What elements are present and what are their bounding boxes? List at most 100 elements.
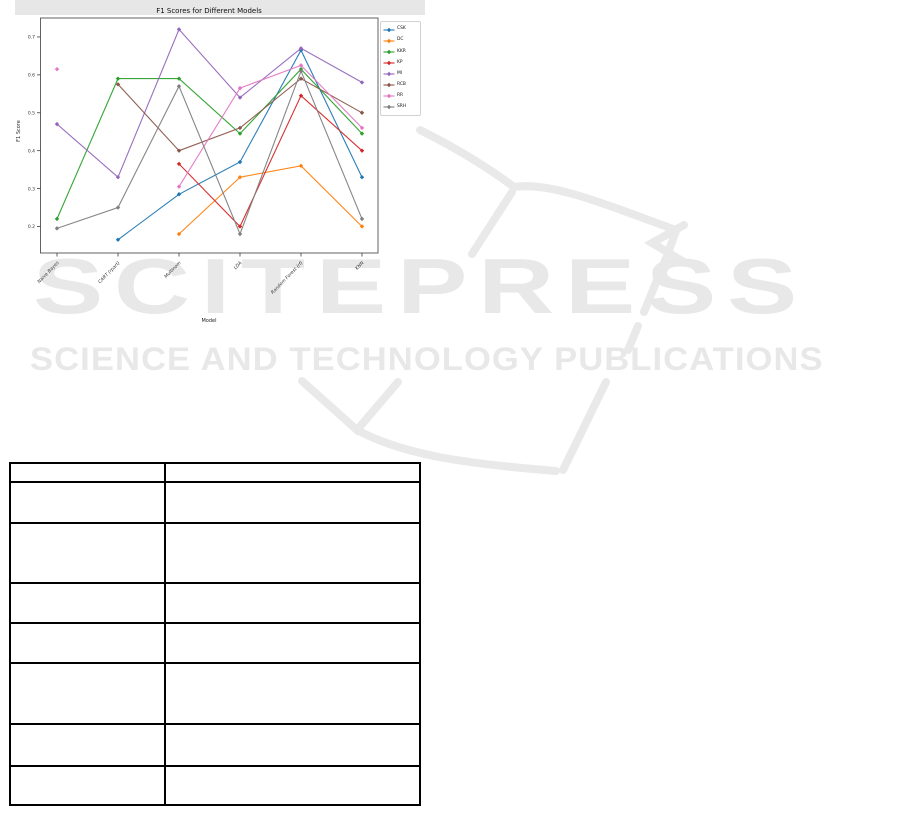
chart-legend: CSK DC KKR KP MI RCB RR SRH bbox=[380, 21, 421, 116]
series-MI-marker bbox=[298, 46, 304, 51]
series-RCB-marker bbox=[115, 82, 121, 87]
table-cell bbox=[164, 522, 421, 584]
x-tick-label: CART (rpart) bbox=[97, 260, 121, 285]
series-DC-marker bbox=[359, 224, 365, 229]
series-KKR-marker bbox=[54, 216, 60, 222]
legend-entry-RR: RR bbox=[383, 91, 418, 101]
table-cell bbox=[164, 662, 421, 725]
series-KKR-line bbox=[56, 68, 363, 220]
legend-marker-icon bbox=[383, 49, 395, 55]
legend-label: CSK bbox=[397, 26, 406, 32]
series-KP-marker bbox=[176, 161, 182, 167]
series-RCB-marker bbox=[176, 148, 182, 153]
legend-label: RCB bbox=[397, 81, 406, 87]
table-cell bbox=[9, 481, 166, 524]
series-SRH-line bbox=[56, 69, 363, 236]
series-KP-marker bbox=[359, 148, 365, 153]
series-SRH-marker bbox=[237, 231, 243, 237]
table-row bbox=[9, 723, 421, 767]
series-SRH-marker bbox=[176, 84, 182, 89]
series-CSK-marker bbox=[359, 174, 365, 180]
table-row bbox=[9, 481, 421, 524]
y-tick-label: 0.2 bbox=[28, 224, 35, 230]
series-RR-marker bbox=[237, 85, 243, 91]
legend-label: RR bbox=[397, 93, 404, 99]
series-MI-line bbox=[56, 28, 363, 179]
series-KKR-marker bbox=[176, 76, 182, 81]
y-tick-label: 0.4 bbox=[28, 148, 35, 154]
table-row bbox=[9, 765, 421, 806]
series-RCB-marker bbox=[359, 110, 365, 115]
series-MI-marker bbox=[115, 174, 121, 180]
legend-label: KKR bbox=[397, 48, 406, 54]
legend-marker-icon bbox=[383, 105, 395, 110]
series-SRH-marker bbox=[298, 68, 304, 74]
table-row bbox=[9, 662, 421, 725]
table-row bbox=[9, 522, 421, 584]
table-cell bbox=[9, 462, 166, 483]
table-cell bbox=[164, 622, 421, 664]
table-row bbox=[9, 462, 421, 483]
legend-marker-icon bbox=[383, 60, 395, 66]
legend-entry-SRH: SRH bbox=[383, 102, 418, 112]
series-DC-marker bbox=[176, 231, 182, 237]
x-axis-label: Model bbox=[201, 318, 217, 324]
x-tick-label: Random Forest (rf) bbox=[270, 260, 305, 296]
y-axis-label: F1 Score bbox=[15, 120, 22, 142]
table-cell bbox=[164, 582, 421, 624]
table-cell bbox=[9, 582, 166, 624]
x-tick-label: Naive Bayes bbox=[36, 260, 60, 285]
series-CSK-marker bbox=[176, 192, 182, 197]
x-tick-label: KNN bbox=[354, 260, 366, 272]
table-cell bbox=[9, 723, 166, 767]
table-cell bbox=[164, 481, 421, 524]
plot-frame bbox=[40, 17, 379, 254]
series-SRH-marker bbox=[359, 216, 365, 222]
series-RCB-marker bbox=[237, 125, 243, 131]
series-RR-marker bbox=[54, 66, 60, 72]
legend-entry-KKR: KKR bbox=[383, 47, 418, 57]
legend-label: DC bbox=[397, 37, 404, 43]
empty-table bbox=[9, 462, 421, 806]
legend-entry-MI: MI bbox=[383, 69, 418, 79]
table-row bbox=[9, 582, 421, 624]
series-KKR-marker bbox=[237, 131, 243, 136]
series-RR-marker bbox=[298, 63, 304, 68]
series-RR-marker bbox=[359, 125, 365, 131]
x-tick-label: LDA bbox=[233, 260, 244, 271]
y-tick-label: 0.3 bbox=[28, 186, 35, 192]
figure-top-band bbox=[15, 0, 425, 15]
series-CSK-marker bbox=[237, 159, 243, 165]
table-cell bbox=[164, 723, 421, 767]
series-RCB-marker bbox=[298, 76, 304, 81]
series-MI-marker bbox=[359, 80, 365, 85]
legend-entry-KP: KP bbox=[383, 58, 418, 68]
watermark-brand: SCITEPRESS bbox=[33, 242, 809, 330]
table-cell bbox=[9, 622, 166, 664]
legend-label: KP bbox=[397, 59, 403, 65]
legend-marker-icon bbox=[383, 38, 395, 43]
table-cell bbox=[9, 765, 166, 806]
table-row bbox=[9, 622, 421, 664]
legend-marker-icon bbox=[383, 82, 395, 88]
series-RR-marker bbox=[176, 184, 182, 189]
series-RR-line bbox=[178, 64, 363, 187]
legend-marker-icon bbox=[383, 27, 395, 32]
watermark-tagline: SCIENCE AND TECHNOLOGY PUBLICATIONS bbox=[30, 341, 824, 377]
series-KKR-marker bbox=[359, 131, 365, 136]
series-SRH-marker bbox=[54, 226, 60, 231]
y-tick-label: 0.6 bbox=[28, 73, 35, 79]
legend-entry-DC: DC bbox=[383, 36, 418, 46]
series-SRH-marker bbox=[115, 205, 121, 210]
x-tick-label: Multinom bbox=[163, 260, 183, 280]
series-CSK-marker bbox=[115, 237, 121, 242]
chart-title: F1 Scores for Different Models bbox=[156, 7, 262, 15]
legend-marker-icon bbox=[383, 94, 395, 99]
legend-label: MI bbox=[397, 70, 403, 76]
series-DC-line bbox=[178, 165, 363, 235]
series-MI-marker bbox=[176, 27, 182, 32]
f1-line-chart: 0.2 0.3 0.4 0.5 0.6 0.7 Naive Bayes CART (rpart… bbox=[28, 17, 379, 296]
y-tick-label: 0.7 bbox=[28, 35, 35, 41]
